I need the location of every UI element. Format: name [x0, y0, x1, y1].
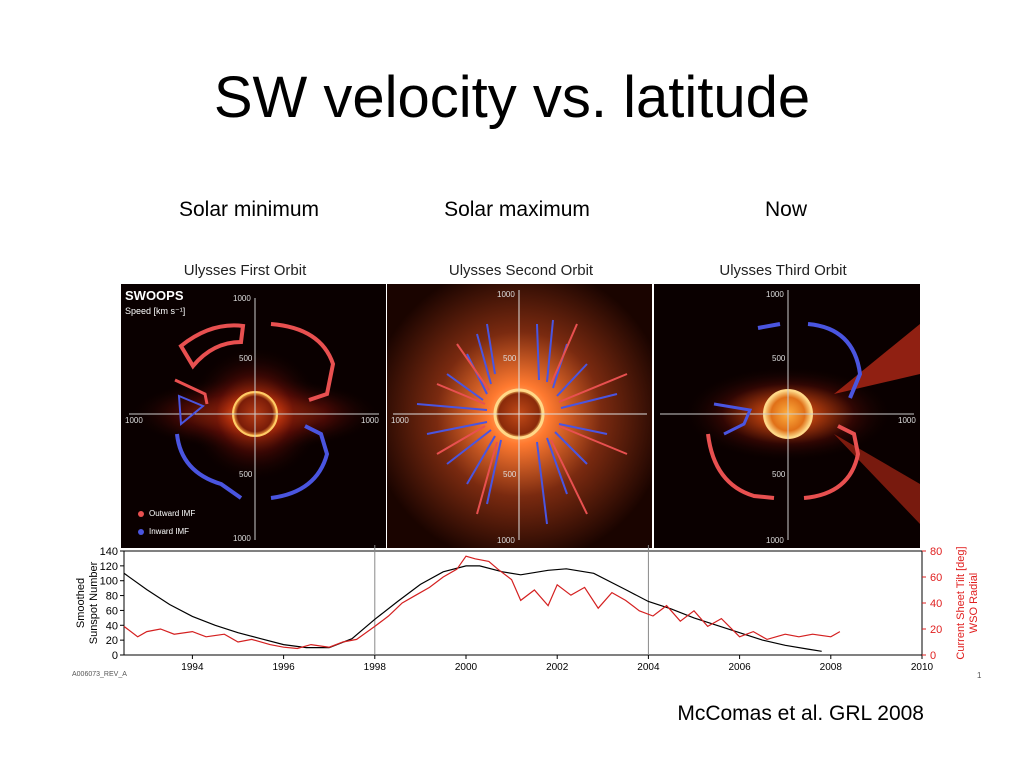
- instrument-label: SWOOPS: [125, 288, 184, 303]
- x-tick-label-8: 2010: [911, 662, 934, 673]
- right-tick-label-2: 40: [930, 598, 942, 610]
- heading-now: Now: [764, 198, 807, 221]
- left-tick-label-5: 100: [100, 576, 118, 588]
- tick-1000-left-2: 1000: [391, 416, 409, 425]
- tick-1000-top-2: 1000: [497, 290, 515, 299]
- legend-inward-imf: Inward IMF: [149, 527, 190, 536]
- x-tick-label-3: 2000: [455, 662, 478, 673]
- legend-outward-imf: Outward IMF: [149, 509, 196, 518]
- footer-code: A006073_REV_A: [72, 671, 127, 678]
- right-tick-label-4: 80: [930, 546, 942, 558]
- x-tick-label-4: 2002: [546, 662, 569, 673]
- left-tick-label-2: 40: [106, 620, 118, 632]
- x-tick-label-7: 2008: [820, 662, 843, 673]
- citation: McComas et al. GRL 2008: [677, 702, 924, 725]
- left-tick-label-3: 60: [106, 605, 118, 617]
- left-tick-label-4: 80: [106, 591, 118, 603]
- sunspot-tilt-chart: 1994 1996 1998 2000 2002 2004 2006 2008 20100204…: [75, 545, 980, 673]
- left-tick-label-7: 140: [100, 546, 118, 558]
- plot-frame: [123, 550, 923, 656]
- orbit-title-third: Ulysses Third Orbit: [719, 262, 847, 279]
- left-tick-label-1: 20: [106, 635, 118, 647]
- left-axis-label-2: Sunspot Number: [88, 561, 100, 644]
- right-axis-label-2: WSO Radial: [968, 573, 980, 634]
- page-marker: 1: [977, 671, 982, 680]
- x-tick-label-1: 1996: [272, 662, 295, 673]
- left-axis-label-1: Smoothed: [75, 578, 87, 628]
- right-tick-label-1: 20: [930, 624, 942, 636]
- tick-500-top-2: 500: [503, 354, 517, 363]
- tick-1000-right-3: 1000: [898, 416, 916, 425]
- outward-legend-dot: [138, 511, 144, 517]
- tick-500-bottom-2: 500: [503, 470, 517, 479]
- right-tick-label-3: 60: [930, 572, 942, 584]
- slide-title: SW velocity vs. latitude: [213, 65, 811, 130]
- series-line-tilt: [123, 555, 841, 650]
- x-tick-label-5: 2004: [637, 662, 660, 673]
- tick-500-top-3: 500: [772, 354, 786, 363]
- heading-solar-maximum: Solar maximum: [444, 198, 590, 221]
- series-line-sunspot: [123, 565, 822, 652]
- x-tick-label-6: 2006: [728, 662, 751, 673]
- tick-1000-top-3: 1000: [766, 290, 784, 299]
- orbit-panel-second: 1000 500 1000 500 1000: [387, 284, 652, 548]
- orbit-panel-third: 1000 500 1000 500 1000: [654, 284, 920, 548]
- orbit-title-first: Ulysses First Orbit: [183, 262, 307, 279]
- tick-500-bottom: 500: [239, 470, 253, 479]
- tick-1000-left: 1000: [125, 416, 143, 425]
- x-tick-label-2: 1998: [364, 662, 387, 673]
- tick-1000-bottom: 1000: [233, 534, 251, 543]
- tick-1000-bottom-2: 1000: [497, 536, 515, 545]
- speed-label: Speed [km s⁻¹]: [125, 306, 186, 316]
- x-tick-label-0: 1994: [181, 662, 204, 673]
- tick-1000-right: 1000: [361, 416, 379, 425]
- inward-legend-dot: [138, 529, 144, 535]
- tick-500-bottom-3: 500: [772, 470, 786, 479]
- tick-1000-top: 1000: [233, 294, 251, 303]
- right-tick-label-0: 0: [930, 650, 936, 662]
- tick-500-top: 500: [239, 354, 253, 363]
- right-axis-label-1: Current Sheet Tilt [deg]: [955, 546, 967, 659]
- left-tick-label-0: 0: [112, 650, 118, 662]
- left-tick-label-6: 120: [100, 561, 118, 573]
- orbit-title-second: Ulysses Second Orbit: [448, 262, 594, 279]
- tick-1000-bottom-3: 1000: [766, 536, 784, 545]
- heading-solar-minimum: Solar minimum: [178, 198, 320, 221]
- orbit-panel-first: SWOOPS Speed [km s⁻¹] 1000 500 1000 1000…: [121, 284, 386, 548]
